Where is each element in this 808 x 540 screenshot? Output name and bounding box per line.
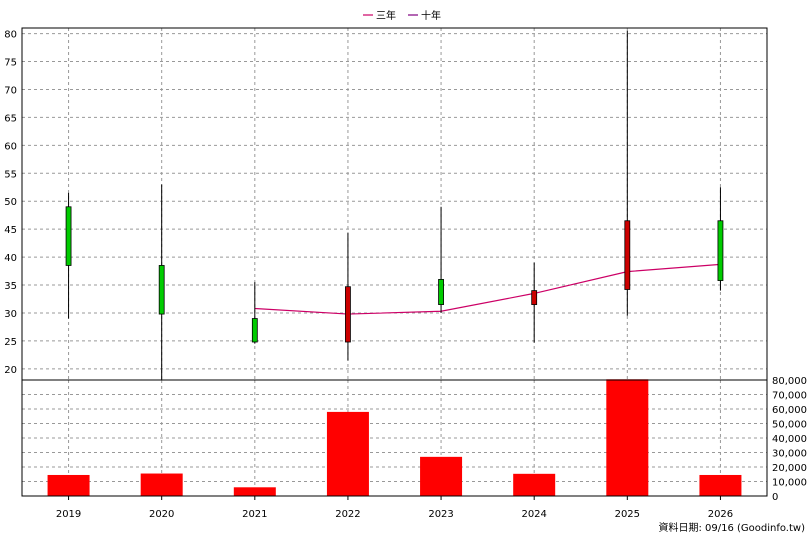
price-tick-label: 50 <box>4 197 17 208</box>
price-panel-frame <box>21 27 768 381</box>
candle-body <box>624 220 631 290</box>
volume-tick-label: 40,000 <box>772 434 807 445</box>
price-panel-grid <box>22 28 767 380</box>
volume-bar <box>47 474 90 496</box>
legend-label-ten-year: 十年 <box>421 9 441 22</box>
candle-body <box>438 279 444 305</box>
year-tick-label: 2020 <box>149 509 174 520</box>
year-tick-label: 2021 <box>242 509 267 520</box>
three-year-average-line <box>254 263 721 315</box>
price-tick-label: 80 <box>4 30 17 41</box>
volume-panel-frame <box>21 379 768 497</box>
moving-average-lines <box>254 263 721 315</box>
price-tick-label: 45 <box>4 225 17 236</box>
price-tick-label: 75 <box>4 58 17 69</box>
candle-body <box>158 265 165 315</box>
volume-bar <box>699 474 742 496</box>
price-tick-label: 65 <box>4 113 17 124</box>
price-tick-label: 35 <box>4 281 17 292</box>
panel-frames <box>21 27 768 497</box>
price-tick-label: 55 <box>4 169 17 180</box>
candle-body <box>531 290 538 305</box>
price-tick-label: 40 <box>4 253 17 264</box>
price-tick-label: 60 <box>4 141 17 152</box>
volume-bars <box>47 379 742 496</box>
volume-tick-label: 80,000 <box>772 376 807 387</box>
year-tick-label: 2026 <box>708 509 733 520</box>
year-tick-label: 2022 <box>335 509 360 520</box>
volume-tick-label: 50,000 <box>772 420 807 431</box>
volume-tick-label: 70,000 <box>772 391 807 402</box>
legend-label-three-year: 三年 <box>376 9 396 22</box>
volume-axis: 0 10,000 20,000 30,000 40,000 50,000 60,000 70,… <box>772 376 807 503</box>
volume-tick-label: 60,000 <box>772 405 807 416</box>
price-axis: 20 25 30 35 40 45 50 55 60 65 70 75 80 <box>4 30 17 376</box>
volume-bar <box>233 487 276 496</box>
year-tick-label: 2024 <box>521 509 546 520</box>
candlesticks <box>65 30 724 380</box>
volume-bar <box>140 473 183 496</box>
price-tick-label: 25 <box>4 337 17 348</box>
year-tick-label: 2019 <box>56 509 81 520</box>
candle-body <box>345 286 351 343</box>
volume-tick-label: 30,000 <box>772 449 807 460</box>
volume-tick-label: 10,000 <box>772 478 807 489</box>
footer-source: 資料日期: 09/16 (Goodinfo.tw) <box>658 521 805 534</box>
price-tick-label: 70 <box>4 85 17 96</box>
volume-bar <box>326 411 369 496</box>
candle-body <box>251 318 258 343</box>
legend: 三年 十年 <box>363 9 441 22</box>
price-tick-label: 30 <box>4 309 17 320</box>
volume-tick-label: 20,000 <box>772 463 807 474</box>
candle-body <box>717 220 724 281</box>
volume-bar <box>606 379 649 496</box>
price-tick-label: 20 <box>4 365 17 376</box>
volume-bar <box>420 456 463 496</box>
volume-bar <box>513 473 556 496</box>
candle-body <box>65 206 72 266</box>
year-tick-label: 2025 <box>615 509 640 520</box>
volume-panel-grid <box>22 379 767 496</box>
year-tick-label: 2023 <box>428 509 453 520</box>
year-axis: 2019 2020 2021 2022 2023 2024 2025 2026 <box>56 496 733 520</box>
volume-tick-label: 0 <box>772 492 778 503</box>
